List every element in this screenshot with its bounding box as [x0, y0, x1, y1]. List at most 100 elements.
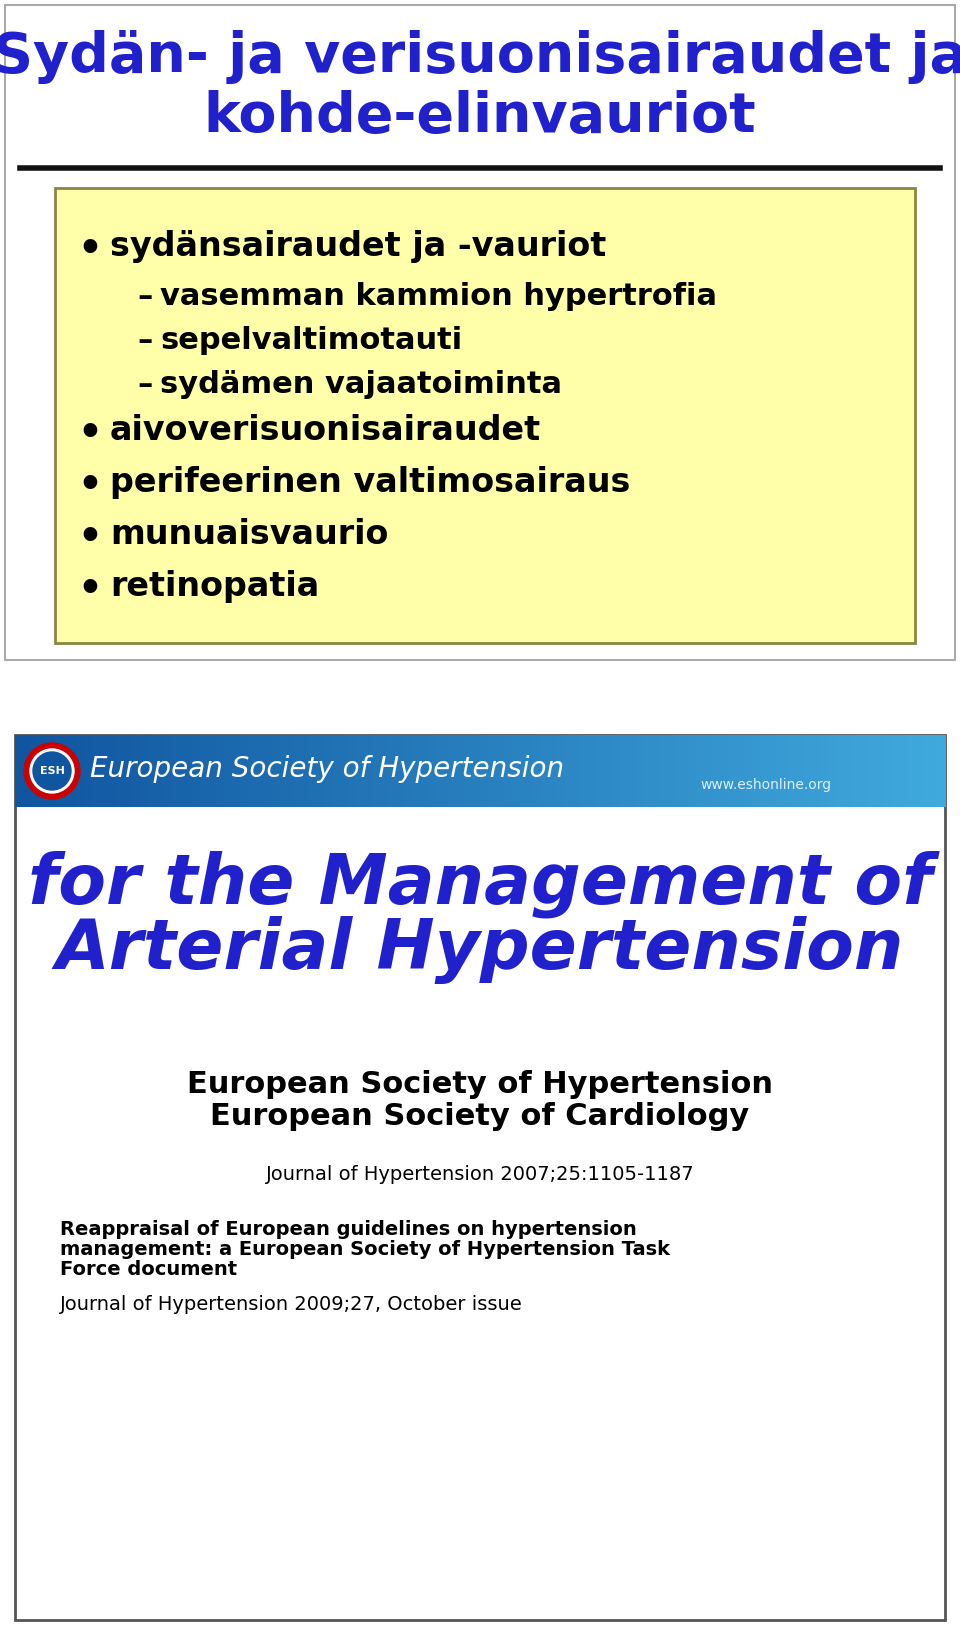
Text: European Society of Hypertension: European Society of Hypertension — [187, 1069, 773, 1099]
Text: management: a European Society of Hypertension Task: management: a European Society of Hypert… — [60, 1239, 670, 1259]
Bar — [225, 736, 233, 808]
Bar — [356, 736, 365, 808]
Bar — [604, 736, 612, 808]
Bar — [743, 736, 753, 808]
Bar — [836, 736, 845, 808]
Text: European Society of Hypertension: European Society of Hypertension — [90, 755, 564, 783]
Bar — [348, 736, 357, 808]
Bar — [317, 736, 326, 808]
Bar — [139, 736, 148, 808]
Bar — [565, 736, 574, 808]
Bar — [526, 736, 536, 808]
Bar — [240, 736, 249, 808]
Bar — [15, 736, 945, 1620]
Bar — [480, 736, 489, 808]
Bar — [735, 736, 745, 808]
Bar — [325, 736, 334, 808]
Bar — [659, 736, 667, 808]
Bar — [271, 736, 279, 808]
Bar — [518, 736, 527, 808]
Bar — [666, 736, 675, 808]
Bar — [682, 736, 690, 808]
Bar — [372, 736, 380, 808]
Bar — [286, 736, 295, 808]
Bar — [798, 736, 806, 808]
Bar — [752, 736, 760, 808]
Bar — [937, 736, 946, 808]
Bar — [255, 736, 264, 808]
Bar — [170, 736, 179, 808]
Bar — [92, 736, 101, 808]
Text: Journal of Hypertension 2007;25:1105-1187: Journal of Hypertension 2007;25:1105-118… — [266, 1166, 694, 1184]
Text: –: – — [137, 281, 153, 311]
Text: munuaisvaurio: munuaisvaurio — [110, 518, 389, 551]
Bar — [23, 736, 32, 808]
Bar — [5, 5, 955, 661]
Bar — [301, 736, 310, 808]
Text: ESH: ESH — [39, 767, 64, 777]
Bar — [558, 736, 566, 808]
Bar — [535, 736, 543, 808]
Bar — [193, 736, 202, 808]
Circle shape — [30, 749, 74, 793]
Bar — [612, 736, 620, 808]
Circle shape — [33, 752, 71, 790]
Bar — [906, 736, 915, 808]
Bar — [402, 736, 411, 808]
Bar — [775, 736, 783, 808]
Text: www.eshonline.org: www.eshonline.org — [700, 778, 831, 791]
Bar — [821, 736, 829, 808]
Bar — [410, 736, 419, 808]
Bar — [627, 736, 636, 808]
Text: sepelvaltimotauti: sepelvaltimotauti — [160, 325, 463, 355]
Bar — [55, 188, 915, 643]
Bar — [689, 736, 698, 808]
Bar — [178, 736, 186, 808]
Bar — [155, 736, 163, 808]
Bar — [457, 736, 466, 808]
Bar — [217, 736, 226, 808]
Text: perifeerinen valtimosairaus: perifeerinen valtimosairaus — [110, 466, 631, 499]
Bar — [341, 736, 349, 808]
Bar — [472, 736, 481, 808]
Bar — [132, 736, 140, 808]
Bar — [550, 736, 559, 808]
Text: aivoverisuonisairaudet: aivoverisuonisairaudet — [110, 414, 541, 446]
Bar — [651, 736, 660, 808]
Bar — [674, 736, 683, 808]
Bar — [860, 736, 869, 808]
Text: Reappraisal of European guidelines on hypertension: Reappraisal of European guidelines on hy… — [60, 1220, 636, 1239]
Bar — [929, 736, 938, 808]
Bar — [100, 736, 109, 808]
Bar — [712, 736, 721, 808]
Bar — [15, 736, 24, 808]
Bar — [503, 736, 512, 808]
Bar — [635, 736, 644, 808]
Bar — [54, 736, 62, 808]
Text: sydämen vajaatoiminta: sydämen vajaatoiminta — [160, 370, 562, 399]
Bar — [31, 736, 39, 808]
Bar — [619, 736, 628, 808]
Bar — [828, 736, 837, 808]
Bar — [278, 736, 287, 808]
Bar — [573, 736, 582, 808]
Text: Arterial Hypertension: Arterial Hypertension — [56, 916, 904, 984]
Bar — [84, 736, 93, 808]
Bar — [759, 736, 768, 808]
Bar — [294, 736, 302, 808]
Bar — [333, 736, 342, 808]
Bar — [720, 736, 729, 808]
Bar — [643, 736, 652, 808]
Bar — [124, 736, 132, 808]
Bar — [77, 736, 85, 808]
Bar — [542, 736, 551, 808]
Circle shape — [24, 742, 80, 800]
Bar — [868, 736, 876, 808]
Bar — [883, 736, 892, 808]
Bar — [914, 736, 923, 808]
Bar — [116, 736, 125, 808]
Bar — [263, 736, 272, 808]
Text: –: – — [137, 370, 153, 399]
Bar — [844, 736, 853, 808]
Bar — [488, 736, 496, 808]
